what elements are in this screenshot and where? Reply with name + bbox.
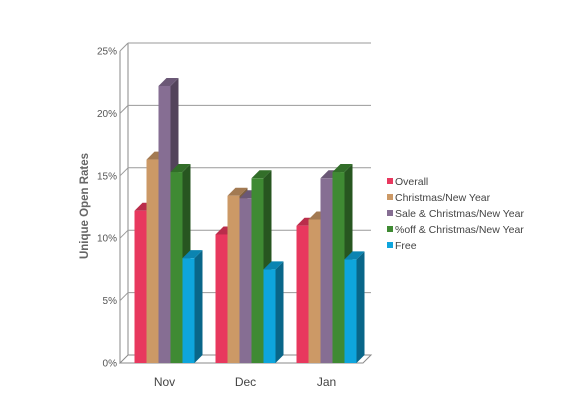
x-axis-categories: Nov Dec Jan bbox=[154, 375, 336, 389]
legend-swatch bbox=[387, 226, 393, 232]
bar-front bbox=[251, 178, 264, 363]
bar-front bbox=[215, 234, 228, 363]
legend-label: Free bbox=[395, 240, 417, 252]
legend: Overall Christmas/New Year Sale & Christma… bbox=[387, 176, 524, 252]
bar-top bbox=[263, 261, 284, 270]
x-category-label: Nov bbox=[154, 375, 175, 389]
bar bbox=[263, 261, 284, 363]
bar bbox=[344, 251, 365, 363]
bar-front bbox=[344, 259, 357, 363]
legend-swatch bbox=[387, 242, 393, 248]
legend-swatch bbox=[387, 210, 393, 216]
legend-item: %off & Christmas/New Year bbox=[387, 224, 524, 236]
bar-front bbox=[227, 195, 240, 363]
gridline-side bbox=[119, 229, 129, 239]
bar-front bbox=[332, 172, 345, 363]
legend-label: Christmas/New Year bbox=[395, 192, 491, 204]
legend-swatch bbox=[387, 178, 393, 184]
legend-item: Overall bbox=[387, 176, 428, 188]
bar-front bbox=[296, 225, 309, 363]
legend-label: %off & Christmas/New Year bbox=[395, 224, 524, 236]
bar-side bbox=[356, 251, 365, 363]
legend-item: Sale & Christmas/New Year bbox=[387, 208, 524, 220]
gridline-side bbox=[119, 105, 129, 114]
bar-front bbox=[182, 258, 195, 363]
bar-top bbox=[182, 250, 203, 259]
x-category-label: Jan bbox=[317, 375, 336, 389]
bar-top bbox=[332, 164, 353, 173]
bar-top bbox=[344, 251, 365, 260]
legend-item: Christmas/New Year bbox=[387, 192, 491, 204]
bar-front bbox=[239, 198, 252, 363]
bar-top bbox=[170, 164, 191, 173]
y-tick-label: 10% bbox=[97, 234, 117, 245]
legend-label: Overall bbox=[395, 176, 428, 188]
gridline-side bbox=[119, 292, 129, 301]
gridline-side bbox=[119, 42, 129, 52]
y-tick-label: 20% bbox=[97, 109, 117, 120]
legend-item: Free bbox=[387, 240, 417, 252]
bar-front bbox=[146, 159, 159, 363]
bars bbox=[134, 77, 365, 363]
y-tick-label: 5% bbox=[103, 296, 118, 307]
y-tick-label: 0% bbox=[103, 359, 118, 370]
legend-swatch bbox=[387, 194, 393, 200]
y-axis-ticks: 0% 5% 10% 15% 20% 25% bbox=[97, 47, 117, 370]
bar-front bbox=[263, 269, 276, 363]
bar-front bbox=[134, 210, 147, 363]
legend-label: Sale & Christmas/New Year bbox=[395, 208, 524, 220]
y-tick-label: 15% bbox=[97, 171, 117, 182]
bar-side bbox=[194, 250, 203, 363]
bar-front bbox=[320, 178, 333, 363]
gridline-side bbox=[119, 167, 129, 177]
bar-front bbox=[170, 172, 183, 363]
x-category-label: Dec bbox=[235, 375, 256, 389]
y-axis-label: Unique Open Rates bbox=[79, 153, 91, 259]
y-tick-label: 25% bbox=[97, 47, 117, 58]
bar-top bbox=[158, 77, 179, 86]
bar-front bbox=[308, 219, 321, 363]
bar bbox=[182, 250, 203, 363]
bar-top bbox=[251, 170, 272, 179]
bar-top bbox=[227, 187, 248, 196]
bar-front bbox=[158, 85, 171, 363]
bar-side bbox=[275, 261, 284, 363]
